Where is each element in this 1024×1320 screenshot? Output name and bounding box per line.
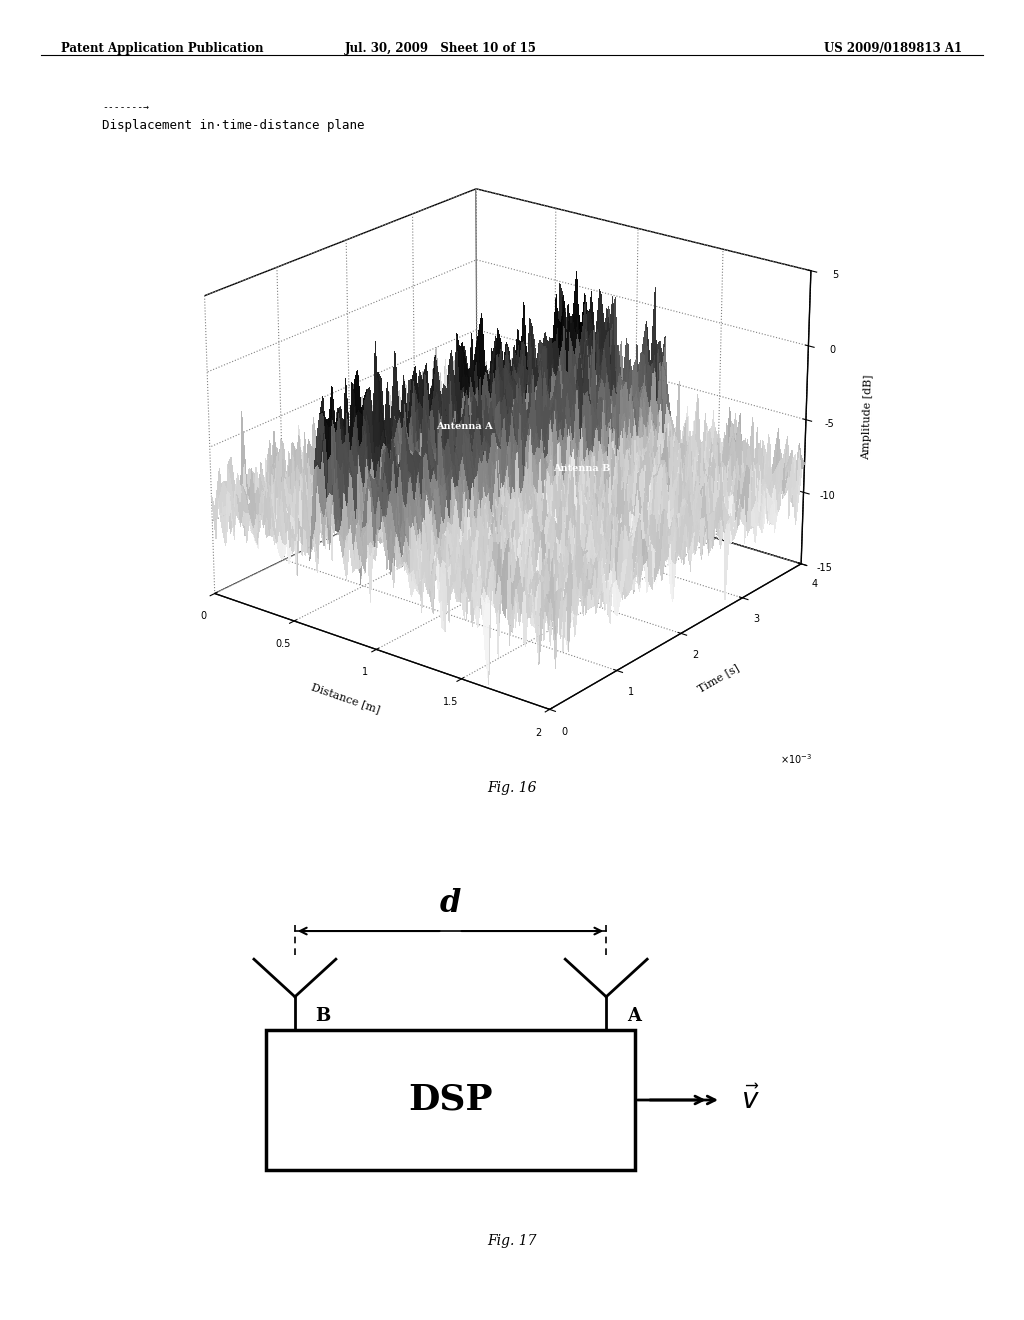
Text: Fig. 16: Fig. 16 (487, 781, 537, 796)
Text: Displacement in·time-distance plane: Displacement in·time-distance plane (102, 119, 365, 132)
Text: -------→: -------→ (102, 102, 150, 112)
Text: $\times 10^{-3}$: $\times 10^{-3}$ (780, 752, 812, 766)
Text: B: B (315, 1007, 331, 1024)
Text: Jul. 30, 2009   Sheet 10 of 15: Jul. 30, 2009 Sheet 10 of 15 (344, 42, 537, 55)
Text: US 2009/0189813 A1: US 2009/0189813 A1 (824, 42, 963, 55)
Text: Patent Application Publication: Patent Application Publication (61, 42, 264, 55)
Text: DSP: DSP (409, 1082, 493, 1117)
Y-axis label: Time [s]: Time [s] (696, 663, 741, 694)
Text: $\vec{v}$: $\vec{v}$ (741, 1085, 760, 1114)
Text: Fig. 17: Fig. 17 (487, 1234, 537, 1249)
Bar (266, 1030, 635, 1171)
X-axis label: Distance [m]: Distance [m] (310, 681, 382, 714)
Text: d: d (440, 888, 461, 919)
Text: A: A (627, 1007, 641, 1024)
